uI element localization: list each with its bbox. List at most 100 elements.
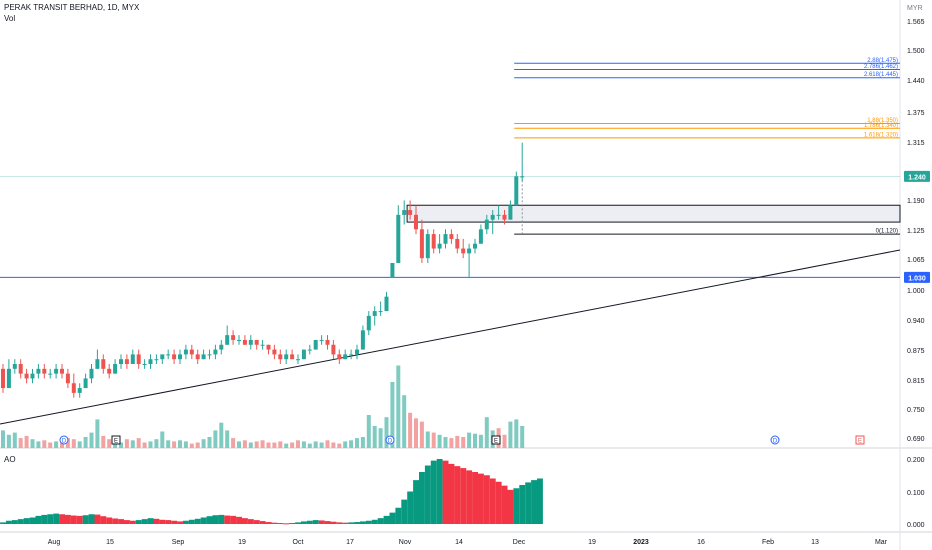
volume-bar bbox=[42, 440, 47, 448]
volume-bar bbox=[124, 439, 129, 448]
ao-bar bbox=[159, 519, 166, 524]
ao-bar bbox=[324, 521, 331, 524]
candle-body bbox=[12, 364, 17, 369]
fib-level-label: 1.786(1.340) bbox=[864, 123, 898, 129]
ao-bar bbox=[519, 485, 526, 524]
ao-bar bbox=[301, 521, 307, 524]
volume-bar bbox=[484, 417, 489, 448]
volume-layer bbox=[1, 365, 525, 448]
ao-bar bbox=[29, 517, 36, 524]
time-tick-label: 13 bbox=[811, 539, 819, 546]
volume-bar bbox=[284, 443, 289, 448]
ao-bar bbox=[82, 515, 89, 524]
candle-body bbox=[355, 349, 359, 355]
candle-body bbox=[390, 262, 395, 278]
ao-bar bbox=[23, 518, 30, 524]
ao-bar bbox=[365, 520, 372, 524]
volume-label: Vol bbox=[4, 14, 16, 23]
event-marker-glyph: E bbox=[494, 439, 498, 445]
volume-bar bbox=[101, 435, 106, 448]
ao-bar bbox=[348, 522, 355, 524]
ao-bar bbox=[466, 470, 473, 524]
candle-body bbox=[136, 354, 141, 365]
time-tick-label: 16 bbox=[697, 539, 705, 546]
ao-bar bbox=[336, 522, 343, 524]
candle-body bbox=[225, 335, 230, 345]
ao-bar bbox=[436, 459, 443, 524]
price-tick-label: 0.875 bbox=[907, 348, 925, 355]
ao-bar bbox=[295, 522, 301, 524]
ao-tick-label: 0.000 bbox=[907, 522, 925, 529]
volume-bar bbox=[384, 417, 389, 448]
candle-body bbox=[160, 354, 165, 360]
ao-bar bbox=[342, 522, 349, 524]
ao-bar bbox=[6, 520, 12, 524]
volume-bar bbox=[183, 441, 188, 448]
symbol-title: PERAK TRANSIT BERHAD, 1D, MYX bbox=[4, 3, 140, 12]
consolidation-box bbox=[406, 204, 901, 223]
candle-body bbox=[431, 234, 436, 249]
time-tick-label: Sep bbox=[172, 539, 185, 546]
time-tick-label: Dec bbox=[513, 539, 526, 546]
candle-body bbox=[219, 344, 224, 350]
volume-bar bbox=[378, 428, 383, 448]
candle-body bbox=[419, 229, 424, 259]
volume-bar bbox=[366, 415, 371, 448]
volume-bar bbox=[508, 421, 513, 448]
ao-bar bbox=[0, 522, 7, 524]
volume-bar bbox=[231, 438, 236, 448]
price-tick-label: 1.065 bbox=[907, 257, 925, 264]
volume-bar bbox=[349, 440, 354, 448]
earnings-marker bbox=[111, 435, 121, 445]
candle-body bbox=[290, 354, 295, 360]
ao-bar bbox=[306, 520, 313, 524]
volume-bar bbox=[83, 437, 88, 448]
candle-body bbox=[189, 349, 194, 355]
ao-bar bbox=[135, 520, 142, 524]
candle-layer bbox=[1, 142, 525, 398]
ao-bar bbox=[147, 518, 154, 524]
candle-body bbox=[231, 335, 236, 340]
volume-bar bbox=[130, 440, 135, 448]
volume-bar bbox=[172, 441, 177, 448]
ao-bar bbox=[194, 518, 201, 524]
volume-bar bbox=[514, 419, 519, 448]
volume-bar bbox=[48, 442, 53, 448]
candle-body bbox=[502, 214, 507, 220]
candle-body bbox=[337, 354, 342, 360]
ao-bar bbox=[236, 516, 242, 524]
price-tick-label: 1.000 bbox=[907, 288, 925, 295]
candle-body bbox=[107, 368, 112, 374]
ao-bar bbox=[230, 515, 237, 524]
volume-bar bbox=[272, 442, 277, 448]
fib-level-label: 0(1.120) bbox=[876, 229, 898, 235]
candle-body bbox=[372, 311, 377, 316]
volume-bar bbox=[266, 442, 271, 448]
ao-bar bbox=[448, 463, 455, 524]
ao-bar bbox=[330, 521, 337, 524]
ao-bar bbox=[124, 520, 130, 524]
ao-bar bbox=[472, 472, 478, 524]
ao-bar bbox=[94, 514, 101, 524]
candle-body bbox=[48, 373, 53, 375]
candle-body bbox=[467, 248, 472, 254]
volume-bar bbox=[455, 435, 460, 448]
ao-bar bbox=[413, 480, 419, 524]
volume-bar bbox=[402, 395, 407, 448]
time-tick-label: 19 bbox=[238, 539, 246, 546]
volume-bar bbox=[372, 426, 377, 448]
ao-bar bbox=[277, 523, 284, 525]
ao-bar bbox=[88, 514, 95, 524]
ao-bar bbox=[501, 485, 508, 524]
candle-body bbox=[408, 210, 413, 215]
ao-bar bbox=[537, 478, 543, 524]
earnings-marker bbox=[491, 435, 501, 445]
candle-body bbox=[142, 364, 147, 366]
support-price-badge-bg bbox=[904, 271, 930, 283]
candle-body bbox=[65, 373, 70, 384]
fib-level-label: 2.618(1.445) bbox=[864, 72, 898, 78]
